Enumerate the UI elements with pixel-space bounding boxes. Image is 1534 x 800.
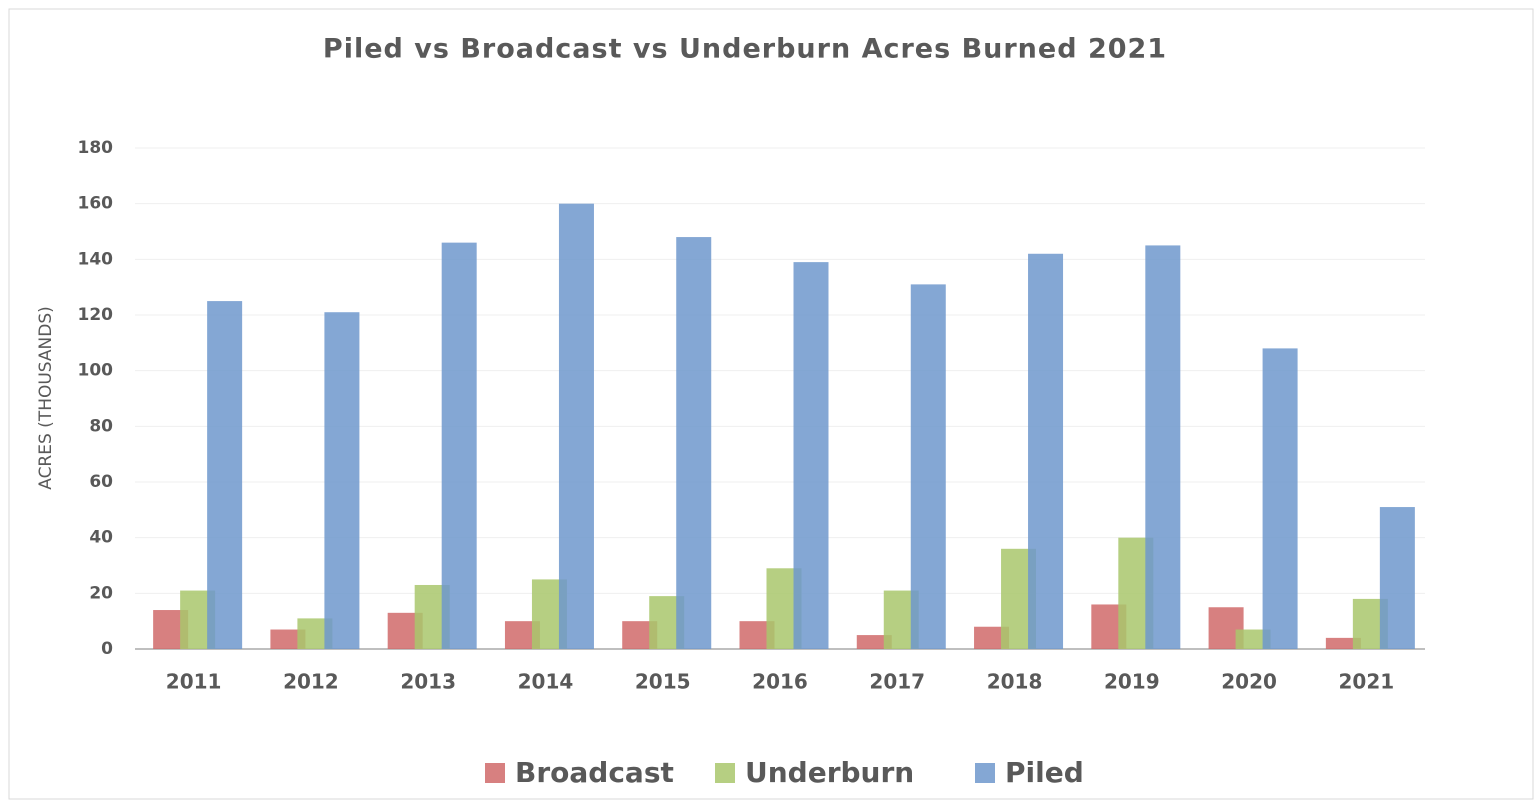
bar [441, 242, 477, 649]
x-tick-label: 2011 [166, 670, 222, 694]
y-tick-label: 160 [78, 194, 114, 214]
x-tick-label: 2015 [635, 670, 691, 694]
bar [270, 629, 306, 649]
y-tick-label: 0 [101, 639, 113, 659]
y-tick-label: 100 [78, 361, 114, 381]
bar [1262, 348, 1298, 649]
legend-swatch [715, 763, 735, 783]
legend-label: Broadcast [515, 756, 674, 789]
bar [910, 284, 946, 649]
y-tick-label: 80 [89, 416, 113, 436]
y-tick-label: 60 [89, 472, 113, 492]
legend-label: Piled [1005, 756, 1084, 789]
bar [207, 301, 243, 649]
x-tick-label: 2017 [869, 670, 925, 694]
y-tick-label: 140 [78, 249, 114, 269]
y-tick-label: 180 [78, 138, 114, 158]
x-tick-label: 2020 [1221, 670, 1277, 694]
legend-swatch [975, 763, 995, 783]
legend-label: Underburn [745, 756, 914, 789]
x-tick-label: 2014 [518, 670, 574, 694]
x-tick-label: 2012 [283, 670, 339, 694]
bar [1235, 629, 1271, 649]
bar [1145, 245, 1181, 649]
x-tick-label: 2019 [1104, 670, 1160, 694]
bar [856, 635, 892, 649]
x-tick-label: 2016 [752, 670, 808, 694]
legend-swatch [485, 763, 505, 783]
x-tick-label: 2013 [400, 670, 456, 694]
bar [558, 203, 594, 649]
y-tick-label: 120 [78, 305, 114, 325]
bar [793, 262, 829, 649]
x-tick-label: 2018 [987, 670, 1043, 694]
bar [1325, 637, 1361, 649]
bar [974, 626, 1010, 649]
y-axis-label: ACRES (THOUSANDS) [36, 306, 56, 490]
bar [1379, 507, 1415, 649]
x-tick-label: 2021 [1339, 670, 1395, 694]
chart-title: Piled vs Broadcast vs Underburn Acres Bu… [323, 34, 1167, 65]
bar [1028, 253, 1064, 649]
y-tick-label: 20 [89, 583, 113, 603]
bar [676, 237, 712, 650]
y-tick-label: 40 [89, 528, 113, 548]
bar [324, 312, 360, 649]
